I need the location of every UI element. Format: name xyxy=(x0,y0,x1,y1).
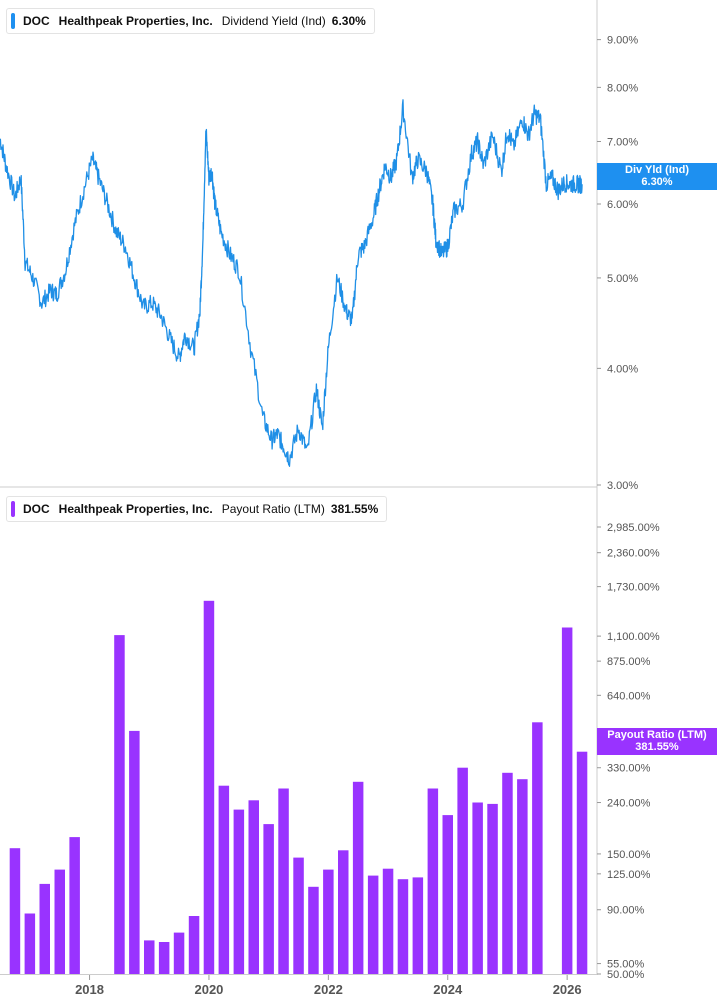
top-y-tick-label: 4.00% xyxy=(607,363,638,375)
payout-ratio-bar xyxy=(457,767,468,974)
payout-ratio-bar xyxy=(144,940,155,974)
metric-value: 6.30% xyxy=(331,14,366,28)
tag-value: 381.55% xyxy=(635,741,679,753)
bottom-y-tick-label: 50.00% xyxy=(607,969,645,981)
payout-ratio-bar xyxy=(487,803,498,974)
ticker-label: DOC xyxy=(23,502,50,516)
bottom-panel: 2,985.00% 2,360.00% 1,730.00% 1,100.00% 875.… xyxy=(0,487,660,997)
bottom-y-tick-label: 330.00% xyxy=(607,763,651,775)
x-tick-label: 2022 xyxy=(314,982,343,997)
payout-ratio-bar xyxy=(382,868,394,974)
metric-value: 381.55% xyxy=(330,502,379,516)
top-y-tick-label: 5.00% xyxy=(607,273,638,285)
bottom-y-tick-label: 2,985.00% xyxy=(607,522,660,534)
payout-ratio-bar xyxy=(338,850,349,974)
bottom-y-tick-label: 1,100.00% xyxy=(607,631,660,643)
payout-ratio-bar xyxy=(278,788,289,974)
company-label: Healthpeak Properties, Inc. xyxy=(58,14,213,28)
payout-ratio-bar xyxy=(24,913,36,974)
payout-ratio-bar xyxy=(173,932,185,974)
bottom-y-tick-label: 90.00% xyxy=(607,905,645,917)
payout-ratio-bar xyxy=(233,809,245,974)
payout-ratio-bar xyxy=(263,824,274,974)
x-tick-label: 2018 xyxy=(75,982,104,997)
payout-ratio-bar xyxy=(39,883,50,974)
payout-ratio-swatch xyxy=(11,501,15,517)
bottom-y-tick-label: 875.00% xyxy=(607,656,651,668)
tag-label: Payout Ratio (LTM) xyxy=(607,729,707,741)
payout-ratio-bar xyxy=(517,779,528,974)
top-y-tick-label: 3.00% xyxy=(607,480,638,492)
top-panel: 9.00% 8.00% 7.00% 6.00% 5.00% 4.00% 3.00% xyxy=(0,0,638,492)
payout-ratio-legend[interactable]: DOC Healthpeak Properties, Inc. Payout R… xyxy=(6,496,388,522)
payout-ratio-bar xyxy=(203,600,215,974)
payout-ratio-bar xyxy=(397,879,409,974)
payout-ratio-bar xyxy=(293,857,304,974)
payout-ratio-bar xyxy=(412,877,424,974)
top-y-tick-label: 6.00% xyxy=(607,199,638,211)
bottom-y-tick-label: 150.00% xyxy=(607,849,651,861)
payout-ratio-value-tag: Payout Ratio (LTM) 381.55% xyxy=(597,728,717,755)
bottom-y-tick-label: 125.00% xyxy=(607,869,651,881)
payout-ratio-bar xyxy=(576,751,588,974)
payout-ratio-bar xyxy=(442,815,453,974)
top-y-tick-label: 8.00% xyxy=(607,82,638,94)
bottom-y-tick-label: 240.00% xyxy=(607,798,651,810)
company-label: Healthpeak Properties, Inc. xyxy=(58,502,213,516)
payout-ratio-bar xyxy=(502,772,513,974)
payout-ratio-bar xyxy=(248,800,259,974)
payout-ratio-bar xyxy=(114,635,125,974)
bottom-y-tick-label: 55.00% xyxy=(607,959,645,971)
tag-value: 6.30% xyxy=(641,176,673,188)
payout-ratio-bar xyxy=(561,627,573,974)
bottom-y-tick-label: 1,730.00% xyxy=(607,582,660,594)
payout-ratio-bar xyxy=(54,869,65,974)
dividend-yield-line xyxy=(0,99,583,467)
payout-ratio-bar xyxy=(129,730,140,974)
top-y-tick-label: 7.00% xyxy=(607,137,638,149)
ticker-label: DOC xyxy=(23,14,50,28)
top-y-tick-label: 9.00% xyxy=(607,35,638,47)
tag-label: Div Yld (Ind) xyxy=(625,164,689,176)
x-tick-label: 2020 xyxy=(194,982,223,997)
payout-ratio-bar xyxy=(69,837,80,974)
payout-ratio-bar xyxy=(352,781,364,974)
payout-ratio-bar xyxy=(323,869,334,974)
payout-ratio-bar xyxy=(367,875,379,974)
payout-ratio-bar xyxy=(308,886,319,974)
payout-ratio-bar xyxy=(427,788,439,974)
payout-ratio-bar xyxy=(158,942,170,974)
bottom-y-tick-label: 640.00% xyxy=(607,690,651,702)
payout-ratio-bar xyxy=(472,802,483,974)
x-tick-label: 2024 xyxy=(433,982,463,997)
dividend-yield-legend[interactable]: DOC Healthpeak Properties, Inc. Dividend… xyxy=(6,8,375,34)
x-tick-label: 2026 xyxy=(553,982,582,997)
payout-ratio-bar xyxy=(532,722,543,974)
bottom-y-tick-label: 2,360.00% xyxy=(607,548,660,560)
payout-ratio-bar xyxy=(9,848,21,974)
dividend-yield-swatch xyxy=(11,13,15,29)
metric-label: Dividend Yield (Ind) xyxy=(221,14,326,28)
payout-ratio-bar xyxy=(218,785,230,974)
dividend-yield-value-tag: Div Yld (Ind) 6.30% xyxy=(597,163,717,190)
payout-ratio-bar xyxy=(188,916,200,974)
metric-label: Payout Ratio (LTM) xyxy=(221,502,325,516)
